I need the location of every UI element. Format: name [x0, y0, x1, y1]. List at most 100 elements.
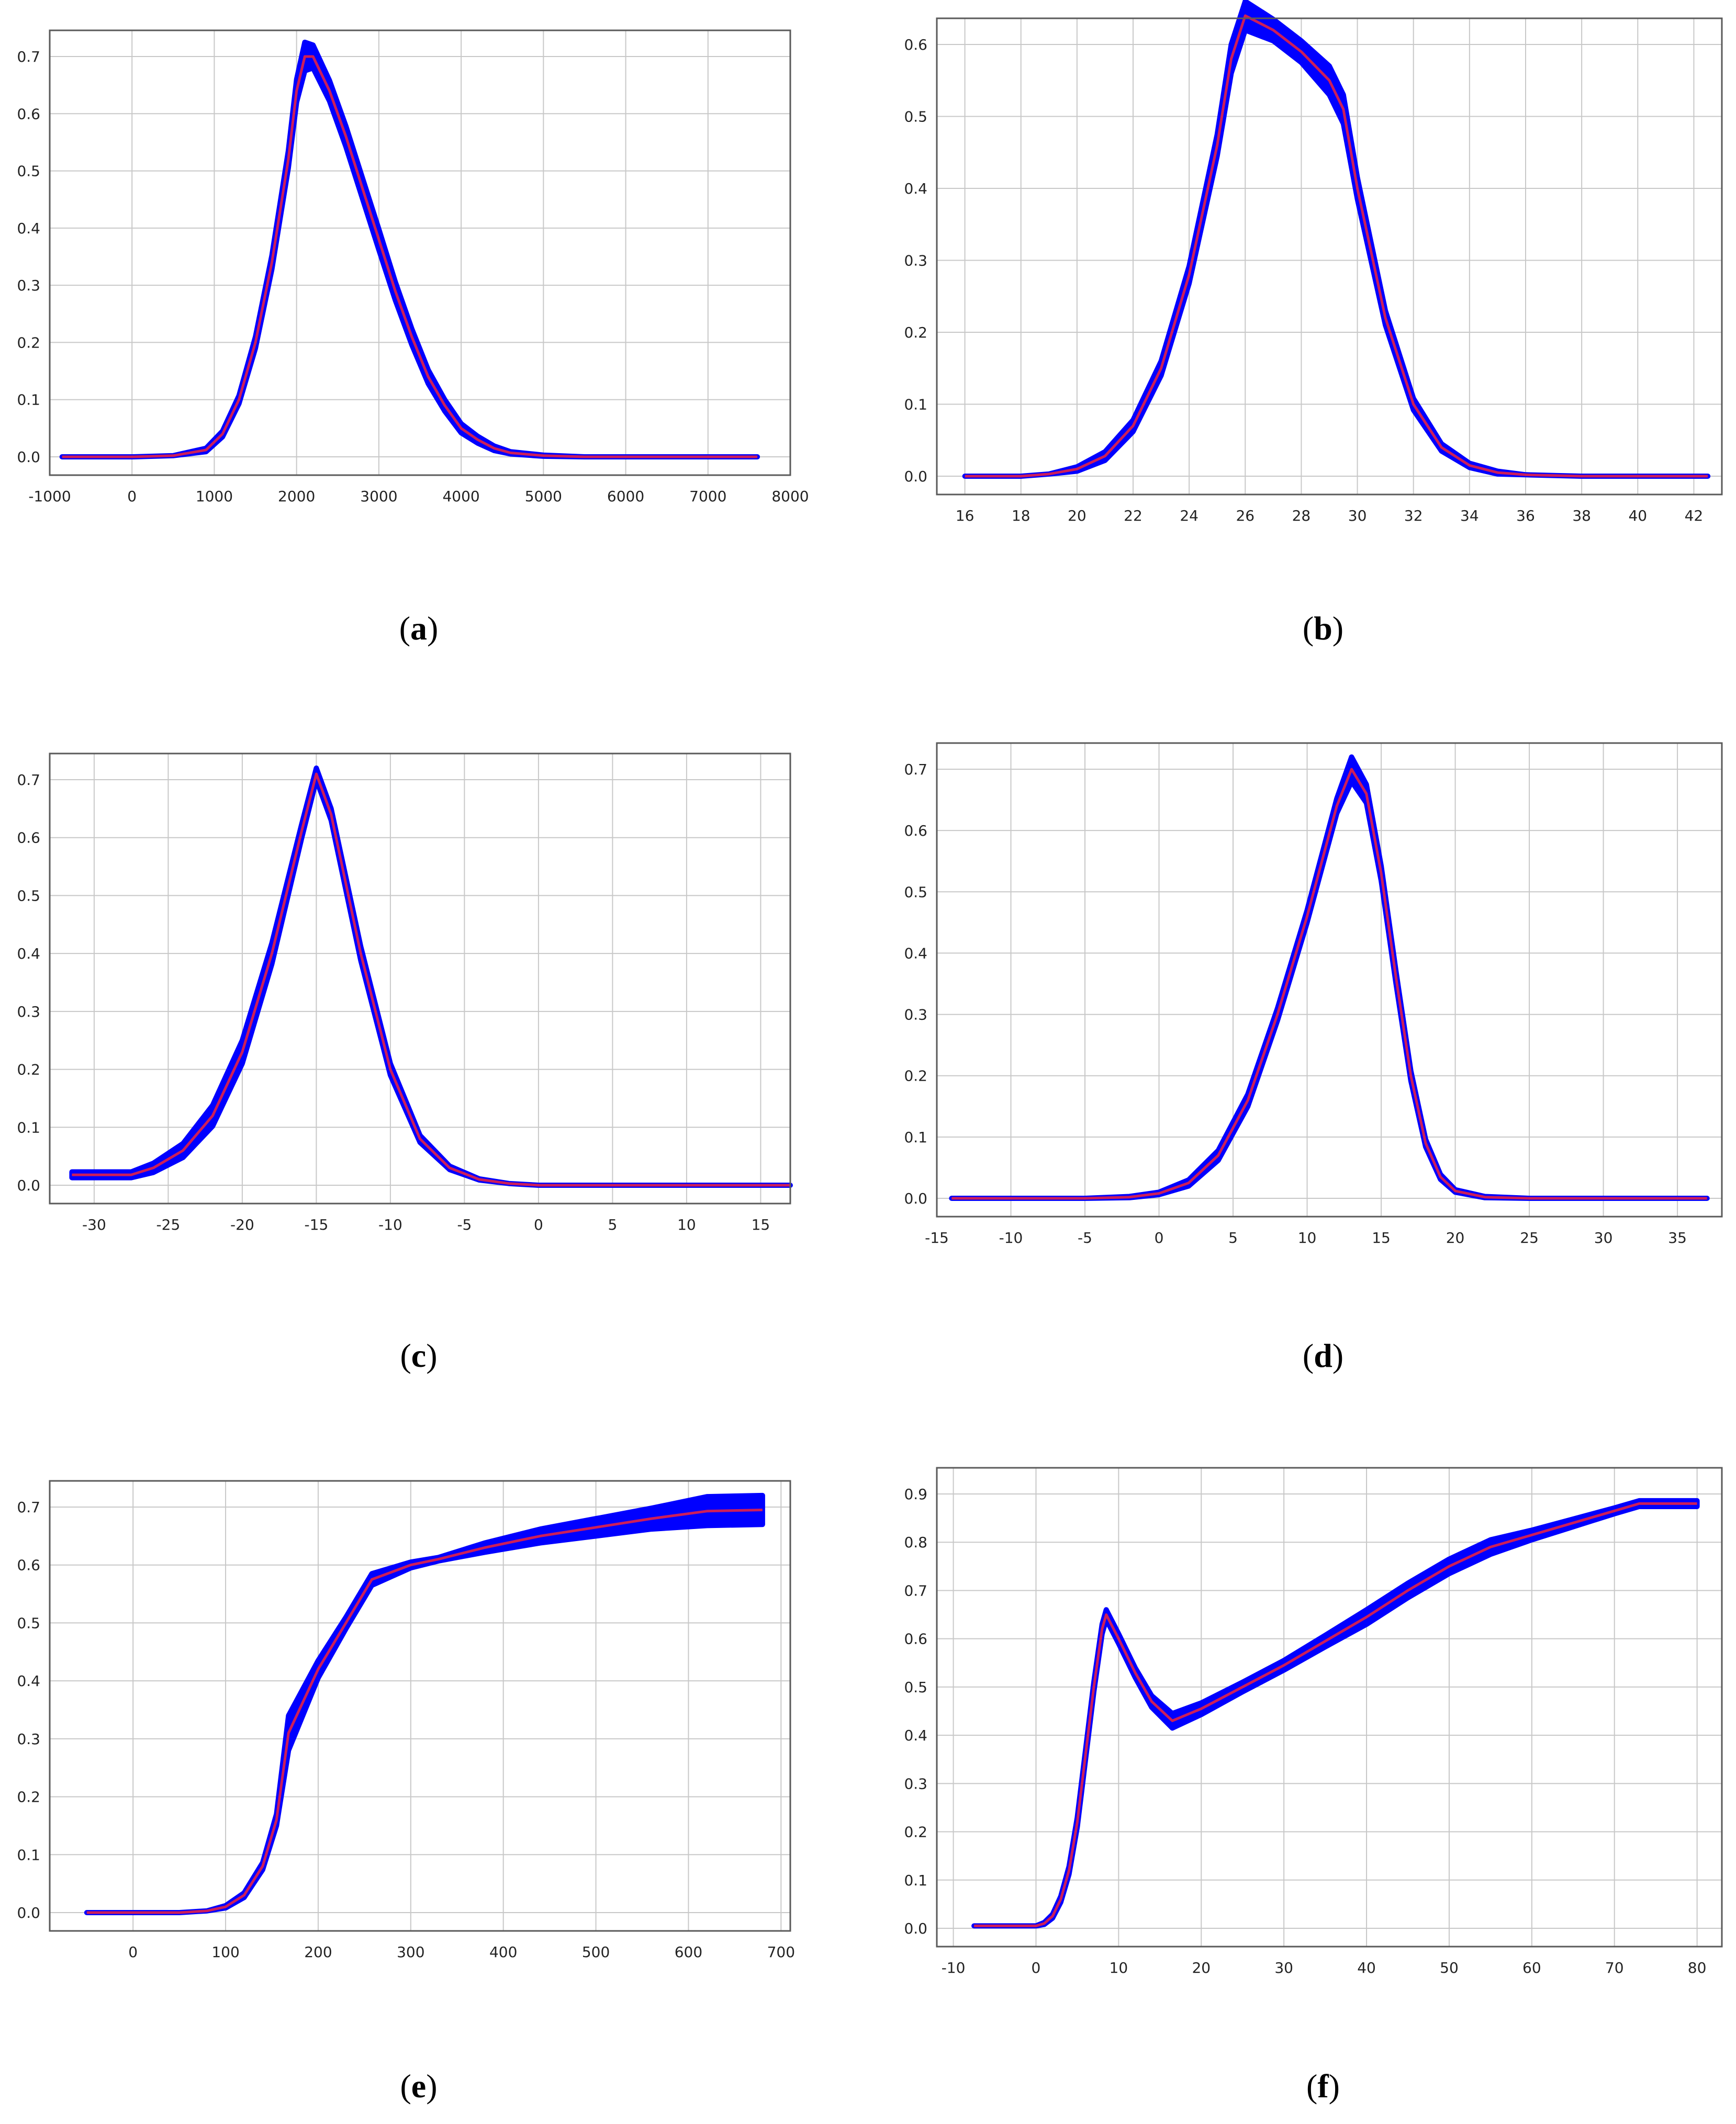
x-tick-label: 38: [1572, 507, 1591, 524]
x-tick-label: 3000: [360, 488, 397, 505]
x-tick-label: 500: [582, 1943, 610, 1961]
x-tick-label: 6000: [607, 488, 644, 505]
plot-frame: [936, 17, 1723, 496]
y-tick-label: 0.9: [904, 1486, 927, 1503]
x-tick-label: -10: [999, 1229, 1023, 1246]
caption-open-paren: (: [1303, 1337, 1314, 1374]
y-tick-label: 0.1: [904, 396, 927, 413]
x-tick-label: 30: [1274, 1959, 1293, 1976]
caption-close-paren: ): [427, 610, 438, 647]
y-tick-label: 0.6: [904, 1631, 927, 1648]
y-tick-label: 0.5: [904, 1679, 927, 1696]
y-tick-label: 0.5: [17, 887, 40, 904]
y-tick-label: 0.5: [904, 883, 927, 901]
chart-b: 16 18 20 22 24 26 28 30 32 34 36 38 40 42 0.0 0.1 0.2 0.3…: [904, 0, 1723, 647]
plot-frame: [49, 29, 791, 476]
x-tick-label: 700: [767, 1943, 795, 1961]
y-tick-label: 0.2: [904, 324, 927, 341]
plot-area: [50, 1481, 790, 1931]
y-tick-label: 0.0: [904, 468, 927, 485]
x-tick-label: 40: [1357, 1959, 1376, 1976]
x-tick-label: 30: [1348, 507, 1367, 524]
x-tick-label: 100: [211, 1943, 239, 1961]
y-tick-label: 0.2: [17, 334, 40, 351]
chart-a: -1000 0 1000 2000 3000 4000 5000 6000 7000 8000 0.…: [17, 29, 809, 647]
y-tick-label: 0.4: [17, 220, 40, 237]
x-tick-label: 600: [675, 1943, 702, 1961]
y-tick-label: 0.3: [904, 1775, 927, 1792]
x-tick-label: 36: [1516, 507, 1535, 524]
chart-f: -10 0 10 20 30 40 50 60 70 80 0.0 0.1 0.2 0.3 0.4 0.5 0.…: [904, 1467, 1723, 2105]
x-tick-label: 5: [608, 1216, 617, 1233]
x-tick-label: 32: [1404, 507, 1423, 524]
x-tick-label: -5: [1078, 1229, 1092, 1246]
x-tick-label: 0: [534, 1216, 543, 1233]
x-tick-label: 34: [1460, 507, 1479, 524]
x-tick-label: 200: [304, 1943, 332, 1961]
series-mean-line: [62, 55, 758, 458]
x-tick-label: 0: [1032, 1959, 1041, 1976]
plot-frame: [49, 752, 791, 1205]
x-tick-label: 300: [397, 1943, 424, 1961]
y-tick-label: 0.4: [904, 945, 927, 962]
panel-caption: (c): [400, 1337, 437, 1374]
caption-letter: a: [410, 610, 427, 647]
panel-caption: (a): [399, 610, 439, 647]
caption-open-paren: (: [400, 1337, 411, 1374]
x-tick-label: -30: [82, 1216, 106, 1233]
x-tick-label: 22: [1124, 507, 1143, 524]
x-tick-label: 0: [1155, 1229, 1164, 1246]
plot-frame: [936, 1467, 1723, 1948]
caption-close-paren: ): [1332, 610, 1343, 647]
caption-letter: f: [1317, 2067, 1329, 2105]
x-tick-label: 80: [1688, 1959, 1707, 1976]
caption-letter: e: [411, 2067, 426, 2105]
x-tick-label: -15: [305, 1216, 329, 1233]
chart-d: -15 -10 -5 0 5 10 15 20 25 30 35 0.0 0.1 0.2 0.3 0.4 0.5…: [904, 742, 1723, 1374]
caption-close-paren: ): [426, 1337, 437, 1374]
y-tick-label: 0.1: [17, 391, 40, 409]
y-tick-label: 0.4: [17, 945, 40, 962]
y-tick-label: 0.3: [17, 1730, 40, 1748]
plot-frame: [936, 742, 1723, 1218]
y-tick-label: 0.0: [904, 1190, 927, 1207]
y-tick-label: 0.5: [17, 163, 40, 180]
y-tick-label: 0.1: [17, 1846, 40, 1863]
x-tick-label: 24: [1180, 507, 1199, 524]
x-tick-label: 7000: [689, 488, 726, 505]
y-tick-label: 0.6: [17, 829, 40, 847]
y-tick-label: 0.3: [17, 277, 40, 294]
x-tick-label: -5: [457, 1216, 472, 1233]
y-tick-label: 0.5: [17, 1614, 40, 1632]
x-tick-label: -10: [378, 1216, 402, 1233]
y-tick-label: 0.7: [17, 48, 40, 65]
x-tick-label: 2000: [278, 488, 315, 505]
caption-open-paren: (: [1303, 610, 1314, 647]
x-tick-label: 15: [1372, 1229, 1391, 1246]
x-tick-label: 40: [1628, 507, 1647, 524]
y-tick-label: 0.7: [904, 1582, 927, 1599]
x-tick-label: 10: [1110, 1959, 1128, 1976]
y-tick-label: 0.0: [17, 1177, 40, 1194]
plot-area: [50, 754, 790, 1204]
x-tick-label: -1000: [28, 488, 71, 505]
y-tick-label: 0.5: [904, 108, 927, 126]
y-tick-label: 0.7: [17, 771, 40, 789]
x-tick-label: 20: [1192, 1959, 1211, 1976]
chart-c: -30 -25 -20 -15 -10 -5 0 5 10 15 0.0 0.1 0.2 0.3 0.4 0.…: [17, 752, 793, 1374]
y-tick-label: 0.1: [904, 1129, 927, 1146]
chart-e: 0 100 200 300 400 500 600 700 0.0 0.1 0.2 0.3 0.4 0.5…: [17, 1480, 795, 2105]
series-mean-line: [974, 1502, 1697, 1927]
x-tick-label: 30: [1594, 1229, 1613, 1246]
caption-letter: b: [1314, 610, 1332, 647]
caption-open-paren: (: [399, 610, 410, 647]
x-tick-label: 16: [956, 507, 975, 524]
x-tick-label: 60: [1522, 1959, 1541, 1976]
x-tick-label: -10: [942, 1959, 966, 1976]
x-tick-label: 25: [1520, 1229, 1539, 1246]
x-tick-label: 400: [489, 1943, 517, 1961]
y-tick-label: 0.2: [904, 1067, 927, 1085]
x-tick-label: -25: [156, 1216, 181, 1233]
x-tick-label: 26: [1236, 507, 1255, 524]
x-tick-label: 5000: [525, 488, 562, 505]
